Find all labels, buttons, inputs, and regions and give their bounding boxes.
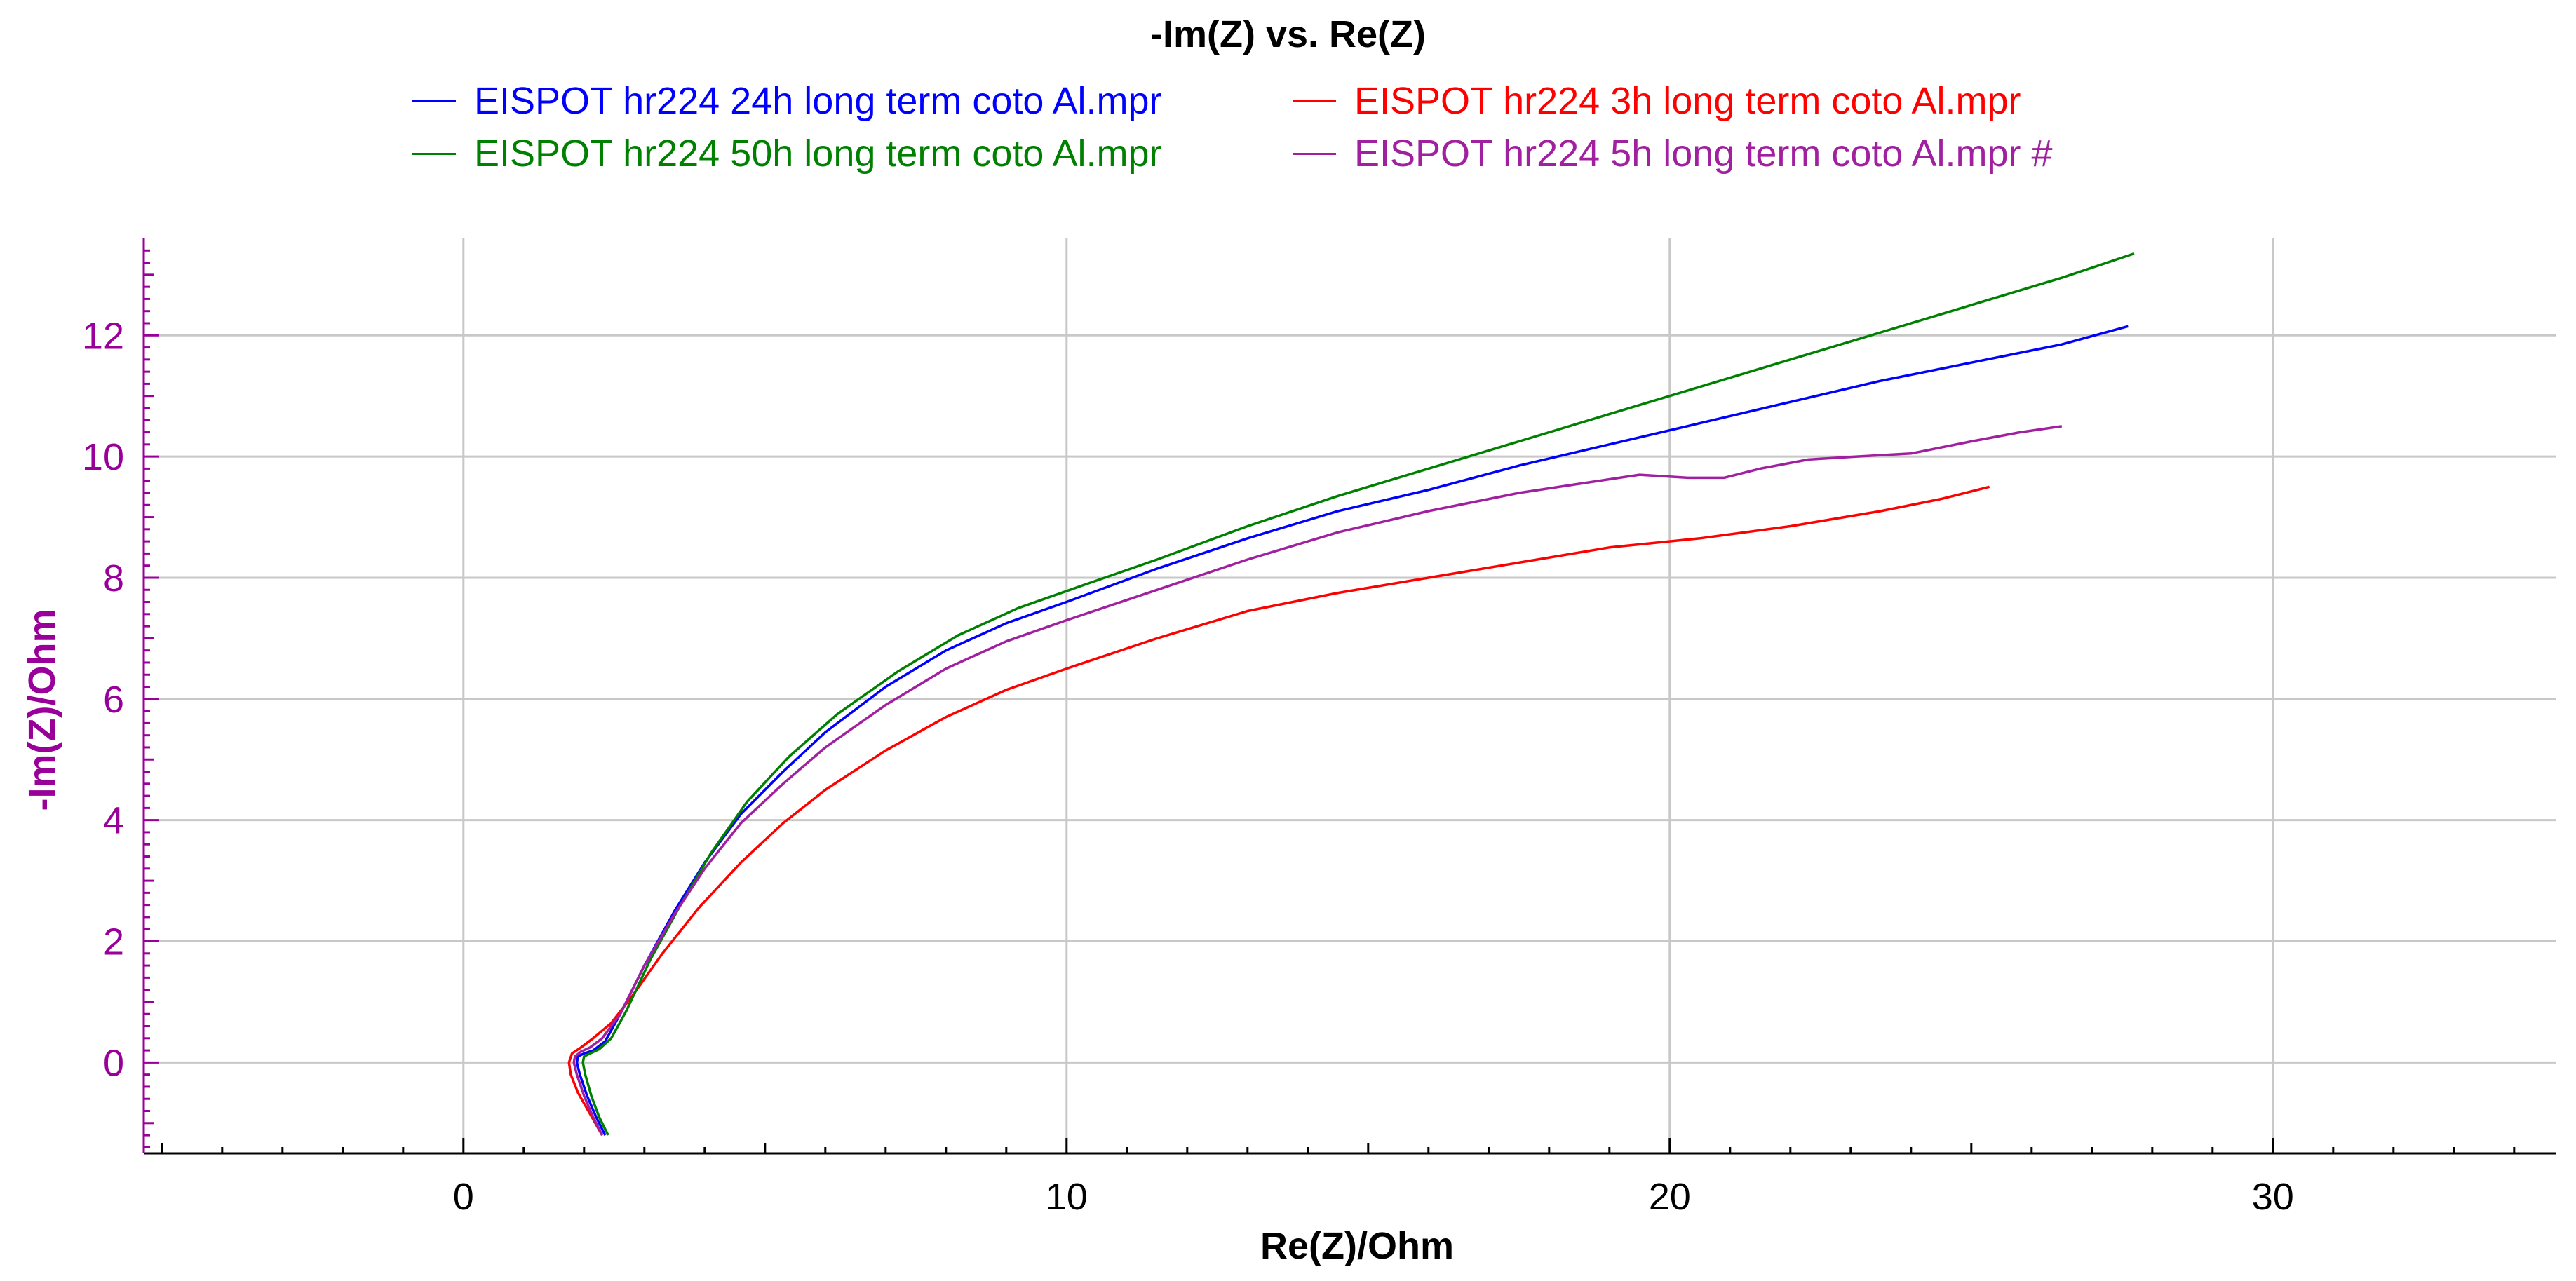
legend-label-24h: EISPOT hr224 24h long term coto Al.mpr: [474, 80, 1162, 122]
x-tick-label: 10: [1046, 1176, 1088, 1218]
legend-swatch-5h: [1293, 152, 1336, 155]
axes: 0 10 20 30 0 2 4 6 8 10 12: [82, 238, 2556, 1218]
y-tick-label: 12: [82, 315, 124, 357]
legend-item-3h[interactable]: EISPOT hr224 3h long term coto Al.mpr: [1293, 79, 2021, 123]
series-line-0: [575, 325, 2129, 1136]
legend-item-5h[interactable]: EISPOT hr224 5h long term coto Al.mpr #: [1293, 132, 2053, 175]
legend-swatch-24h: [412, 100, 456, 102]
y-tick-label: 8: [103, 557, 124, 599]
series-line-3: [572, 425, 2063, 1136]
plot-series: [567, 252, 2135, 1136]
legend-label-3h: EISPOT hr224 3h long term coto Al.mpr: [1354, 80, 2021, 122]
x-axis-title: Re(Z)/Ohm: [1260, 1225, 1454, 1267]
x-tick-label: 0: [453, 1176, 474, 1218]
y-tick-label: 6: [103, 679, 124, 721]
chart-title: -Im(Z) vs. Re(Z): [1149, 13, 1426, 55]
y-axis-title: -Im(Z)/Ohm: [21, 609, 63, 811]
x-tick-label: 20: [1649, 1176, 1691, 1218]
legend-item-24h[interactable]: EISPOT hr224 24h long term coto Al.mpr: [412, 79, 1162, 123]
legend-swatch-3h: [1293, 100, 1336, 102]
x-tick-label: 30: [2252, 1176, 2294, 1218]
legend-label-5h: EISPOT hr224 5h long term coto Al.mpr #: [1354, 133, 2053, 175]
legend-item-50h[interactable]: EISPOT hr224 50h long term coto Al.mpr: [412, 132, 1162, 175]
y-tick-label: 0: [103, 1042, 124, 1084]
legend-swatch-50h: [412, 152, 456, 155]
grid-lines: [144, 238, 2556, 1153]
y-tick-label: 2: [103, 921, 124, 963]
y-tick-label: 4: [103, 800, 124, 842]
y-tick-label: 10: [82, 436, 124, 478]
legend-label-50h: EISPOT hr224 50h long term coto Al.mpr: [474, 133, 1162, 175]
series-line-2: [581, 252, 2135, 1136]
series-line-1: [567, 485, 1990, 1136]
